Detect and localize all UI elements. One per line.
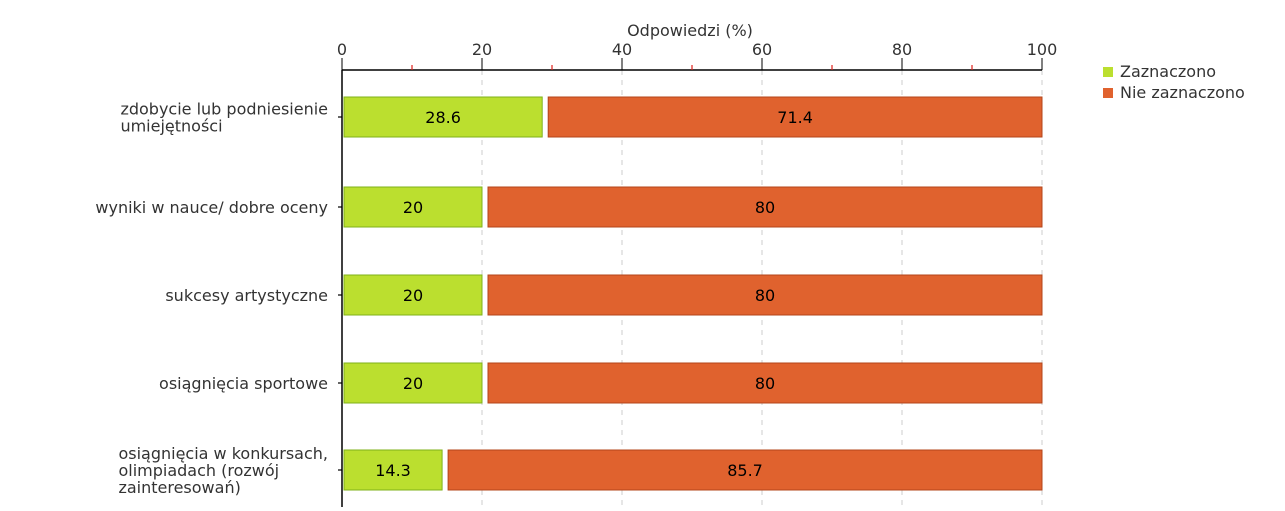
bar-segment	[447, 449, 1043, 491]
data-label: 20	[403, 286, 423, 305]
data-label: 28.6	[425, 108, 461, 127]
bar-segment	[343, 274, 483, 316]
legend: Zaznaczono Nie zaznaczono	[1103, 62, 1245, 102]
axes: 0 20 40 60 80 100	[337, 40, 1057, 507]
bar-segment	[343, 96, 543, 138]
legend-swatch	[1103, 88, 1113, 98]
legend-label: Zaznaczono	[1120, 62, 1216, 81]
x-tick-label: 100	[1027, 40, 1058, 59]
category-label: osiągnięcia w konkursach, olimpiadach (ro…	[118, 444, 328, 497]
category-labels: zdobycie lub podniesienie umiejętności wyn…	[95, 100, 328, 498]
x-tick-label: 0	[337, 40, 347, 59]
x-axis-title: Odpowiedzi (%)	[627, 21, 753, 40]
bar-segment	[547, 96, 1043, 138]
legend-label: Nie zaznaczono	[1120, 83, 1245, 102]
bar-segment	[343, 186, 483, 228]
data-label: 80	[755, 374, 775, 393]
bar-segment	[487, 274, 1043, 316]
data-label: 20	[403, 198, 423, 217]
category-label: zdobycie lub podniesienie umiejętności	[120, 100, 328, 136]
data-label: 80	[755, 198, 775, 217]
bars: 28.6 71.4 20 80 20 80 20 80 14.3 85.7	[343, 96, 1043, 491]
bar-segment	[343, 449, 443, 491]
data-label: 20	[403, 374, 423, 393]
data-label: 85.7	[727, 461, 763, 480]
bar-segment	[487, 186, 1043, 228]
x-tick-label: 40	[612, 40, 632, 59]
category-label: sukcesy artystyczne	[165, 286, 328, 305]
category-label: wyniki w nauce/ dobre oceny	[95, 198, 328, 217]
data-label: 14.3	[375, 461, 411, 480]
bar-segment	[487, 362, 1043, 404]
category-label: osiągnięcia sportowe	[159, 374, 328, 393]
x-tick-label: 60	[752, 40, 772, 59]
x-tick-label: 20	[472, 40, 492, 59]
bar-segment	[343, 362, 483, 404]
grid-lines	[481, 70, 1043, 507]
data-label: 80	[755, 286, 775, 305]
x-tick-label: 80	[892, 40, 912, 59]
legend-swatch	[1103, 67, 1113, 77]
data-label: 71.4	[777, 108, 813, 127]
